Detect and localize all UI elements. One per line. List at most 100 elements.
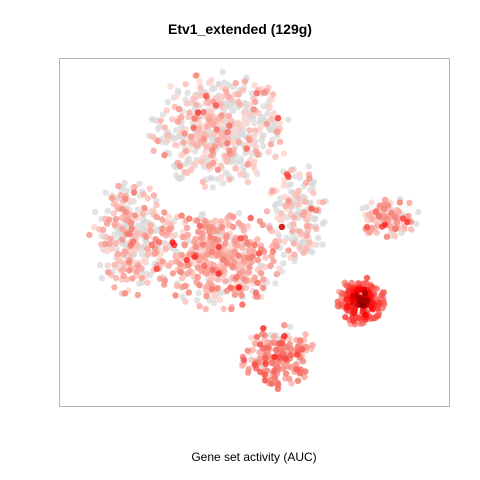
data-point (209, 224, 216, 231)
data-point (236, 101, 244, 108)
data-point (181, 130, 188, 137)
data-point (181, 169, 188, 176)
data-point (268, 380, 275, 387)
data-point (148, 241, 156, 248)
data-point (256, 341, 264, 348)
data-point (194, 273, 202, 281)
data-point (245, 269, 253, 276)
data-point (152, 227, 159, 235)
data-point (186, 268, 194, 275)
data-point (153, 201, 160, 209)
data-point (139, 210, 146, 217)
data-point (196, 303, 203, 310)
data-point (233, 274, 240, 281)
data-point (146, 185, 153, 192)
data-point (216, 296, 224, 303)
data-point (244, 223, 252, 230)
data-point (128, 225, 135, 233)
data-point (280, 150, 288, 157)
data-point (102, 247, 109, 254)
data-point (215, 80, 222, 88)
data-point (276, 265, 283, 272)
data-point (172, 141, 179, 149)
data-point (179, 233, 186, 241)
data-point (274, 385, 282, 393)
data-point (147, 228, 155, 235)
data-point (252, 127, 259, 134)
data-point (308, 205, 315, 212)
data-point (164, 136, 172, 144)
data-point (198, 211, 205, 219)
data-point (252, 340, 259, 347)
data-point (188, 166, 195, 173)
data-point (97, 261, 104, 269)
data-point (126, 267, 133, 274)
data-point (250, 106, 257, 113)
data-point (281, 322, 288, 329)
data-point (149, 133, 156, 140)
data-point (144, 251, 151, 258)
data-point (135, 229, 142, 237)
data-point (273, 200, 280, 208)
data-point (208, 285, 216, 293)
data-point (235, 210, 243, 217)
data-point (276, 353, 283, 361)
data-point (270, 257, 277, 265)
data-point (217, 100, 225, 108)
data-point (170, 232, 177, 240)
data-point (404, 218, 411, 226)
data-point (337, 301, 345, 308)
data-point (179, 293, 186, 301)
data-point (112, 240, 120, 247)
data-point (150, 116, 157, 124)
data-point (261, 371, 268, 379)
data-point (175, 133, 182, 141)
data-point (169, 239, 176, 246)
data-point (183, 256, 190, 264)
data-point (257, 368, 264, 376)
data-point (117, 191, 125, 199)
data-point (226, 147, 233, 154)
data-point (213, 126, 220, 133)
data-point (156, 123, 164, 130)
data-point (368, 303, 375, 311)
data-point (222, 169, 230, 176)
data-point (286, 323, 294, 331)
data-point (239, 170, 247, 178)
data-point (163, 107, 170, 114)
data-point (309, 342, 316, 349)
data-point (395, 208, 403, 216)
data-point (109, 194, 116, 202)
data-point (264, 110, 271, 117)
data-point (258, 270, 265, 277)
data-point (259, 221, 266, 229)
data-point (243, 145, 250, 152)
data-point (231, 237, 238, 245)
data-point (203, 293, 210, 300)
data-point (184, 231, 192, 239)
data-point (244, 119, 251, 127)
data-point (165, 262, 172, 269)
data-point (243, 284, 250, 291)
data-point (201, 262, 208, 270)
data-point (413, 220, 420, 227)
data-point (272, 346, 280, 354)
data-point (214, 166, 222, 174)
data-point (280, 260, 287, 267)
data-point (393, 219, 401, 226)
data-point (373, 229, 380, 236)
data-point (285, 363, 292, 370)
data-point (158, 216, 166, 223)
data-point (266, 103, 273, 111)
data-point (194, 109, 202, 116)
data-point (157, 275, 164, 282)
data-point (182, 81, 189, 88)
data-point (273, 128, 280, 135)
data-point (321, 218, 328, 226)
data-point (122, 248, 129, 255)
data-point (273, 270, 280, 278)
data-point (153, 213, 160, 221)
data-point (278, 340, 286, 347)
data-point (136, 280, 143, 287)
data-point (245, 369, 252, 376)
